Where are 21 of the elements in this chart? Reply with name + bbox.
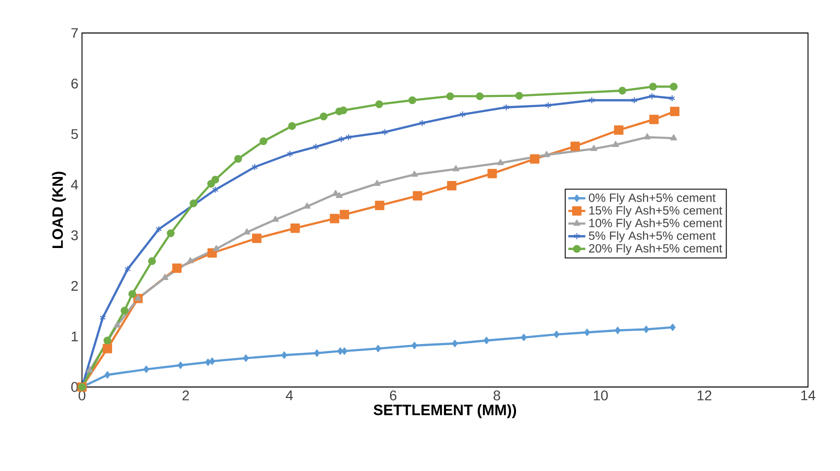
y-tick-label: 6 xyxy=(71,78,78,89)
legend-label: 10% Fly Ash+5% cement xyxy=(589,218,722,230)
x-tick-label: 14 xyxy=(801,390,816,400)
x-tick-label: 12 xyxy=(698,390,712,400)
y-tick-label: 2 xyxy=(71,280,78,291)
x-tick-label: 2 xyxy=(182,390,189,400)
y-tick-label: 4 xyxy=(71,180,78,190)
y-tick-label: 1 xyxy=(72,332,78,342)
y-axis-title: LOAD (KN) xyxy=(52,172,66,248)
legend-label: 0% Fly Ash+5% cement xyxy=(588,193,716,204)
x-axis-title: SETTLEMENT (MM)) xyxy=(374,404,516,418)
legend-label: 5% Fly Ash+5% cement xyxy=(588,231,716,242)
y-tick-label: 7 xyxy=(71,28,78,38)
x-tick-label: 4 xyxy=(286,390,293,400)
legend-label: 15% Fly Ash+5% cement xyxy=(589,206,722,217)
x-tick-label: 6 xyxy=(390,390,396,400)
y-tick-label: 3 xyxy=(71,230,78,240)
x-tick-label: 10 xyxy=(594,390,608,400)
x-tick-label: 8 xyxy=(494,390,500,400)
y-tick-label: 5 xyxy=(71,129,78,140)
legend-label: 20% Fly Ash+5% cement xyxy=(589,244,722,255)
